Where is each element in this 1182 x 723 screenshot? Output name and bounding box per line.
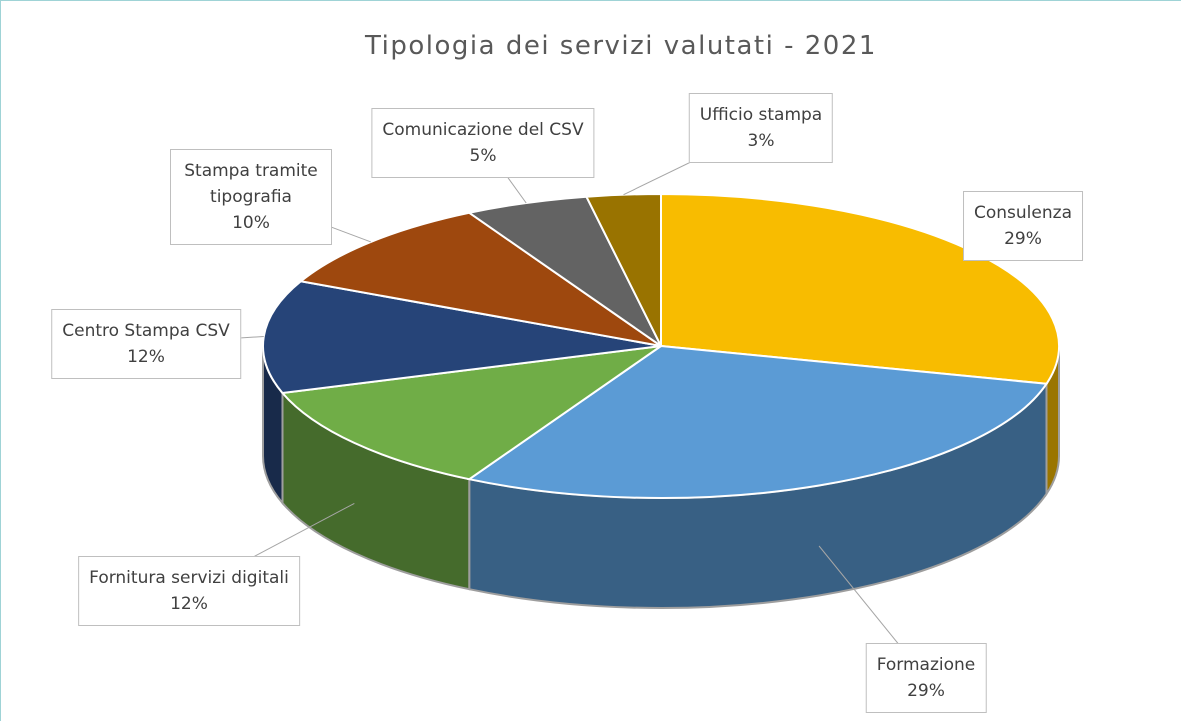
data-label: Consulenza 29% (963, 191, 1083, 261)
slice (466, 344, 1049, 499)
slice (584, 192, 662, 347)
data-label: Stampa tramite tipografia 10% (170, 149, 332, 245)
label-name: Ufficio stampa (699, 105, 823, 125)
label-name: Fornitura servizi digitali (89, 568, 289, 588)
label-value: 29% (1004, 229, 1042, 249)
data-label: Comunicazione del CSV 5% (371, 108, 595, 178)
data-label: Ufficio stampa 3% (688, 93, 834, 163)
chart-title: Tipologia dei servizi valutati - 2021 (365, 31, 877, 61)
label-name: Consulenza (974, 203, 1072, 223)
label-name: Centro Stampa CSV (62, 321, 230, 341)
label-value: 5% (469, 146, 497, 166)
label-name: Formazione (876, 655, 976, 675)
label-name: Stampa tramite tipografia (184, 161, 318, 207)
data-label: Formazione 29% (865, 643, 987, 713)
label-value: 12% (170, 594, 208, 614)
slice (280, 345, 662, 481)
label-name: Comunicazione del CSV (382, 120, 584, 140)
slice (262, 280, 662, 395)
label-value: 12% (127, 347, 165, 367)
data-label: Centro Stampa CSV 12% (51, 309, 241, 379)
label-value: 29% (907, 681, 945, 701)
label-value: 3% (747, 131, 775, 151)
label-value: 10% (232, 213, 270, 233)
data-label: Fornitura servizi digitali 12% (78, 556, 300, 626)
